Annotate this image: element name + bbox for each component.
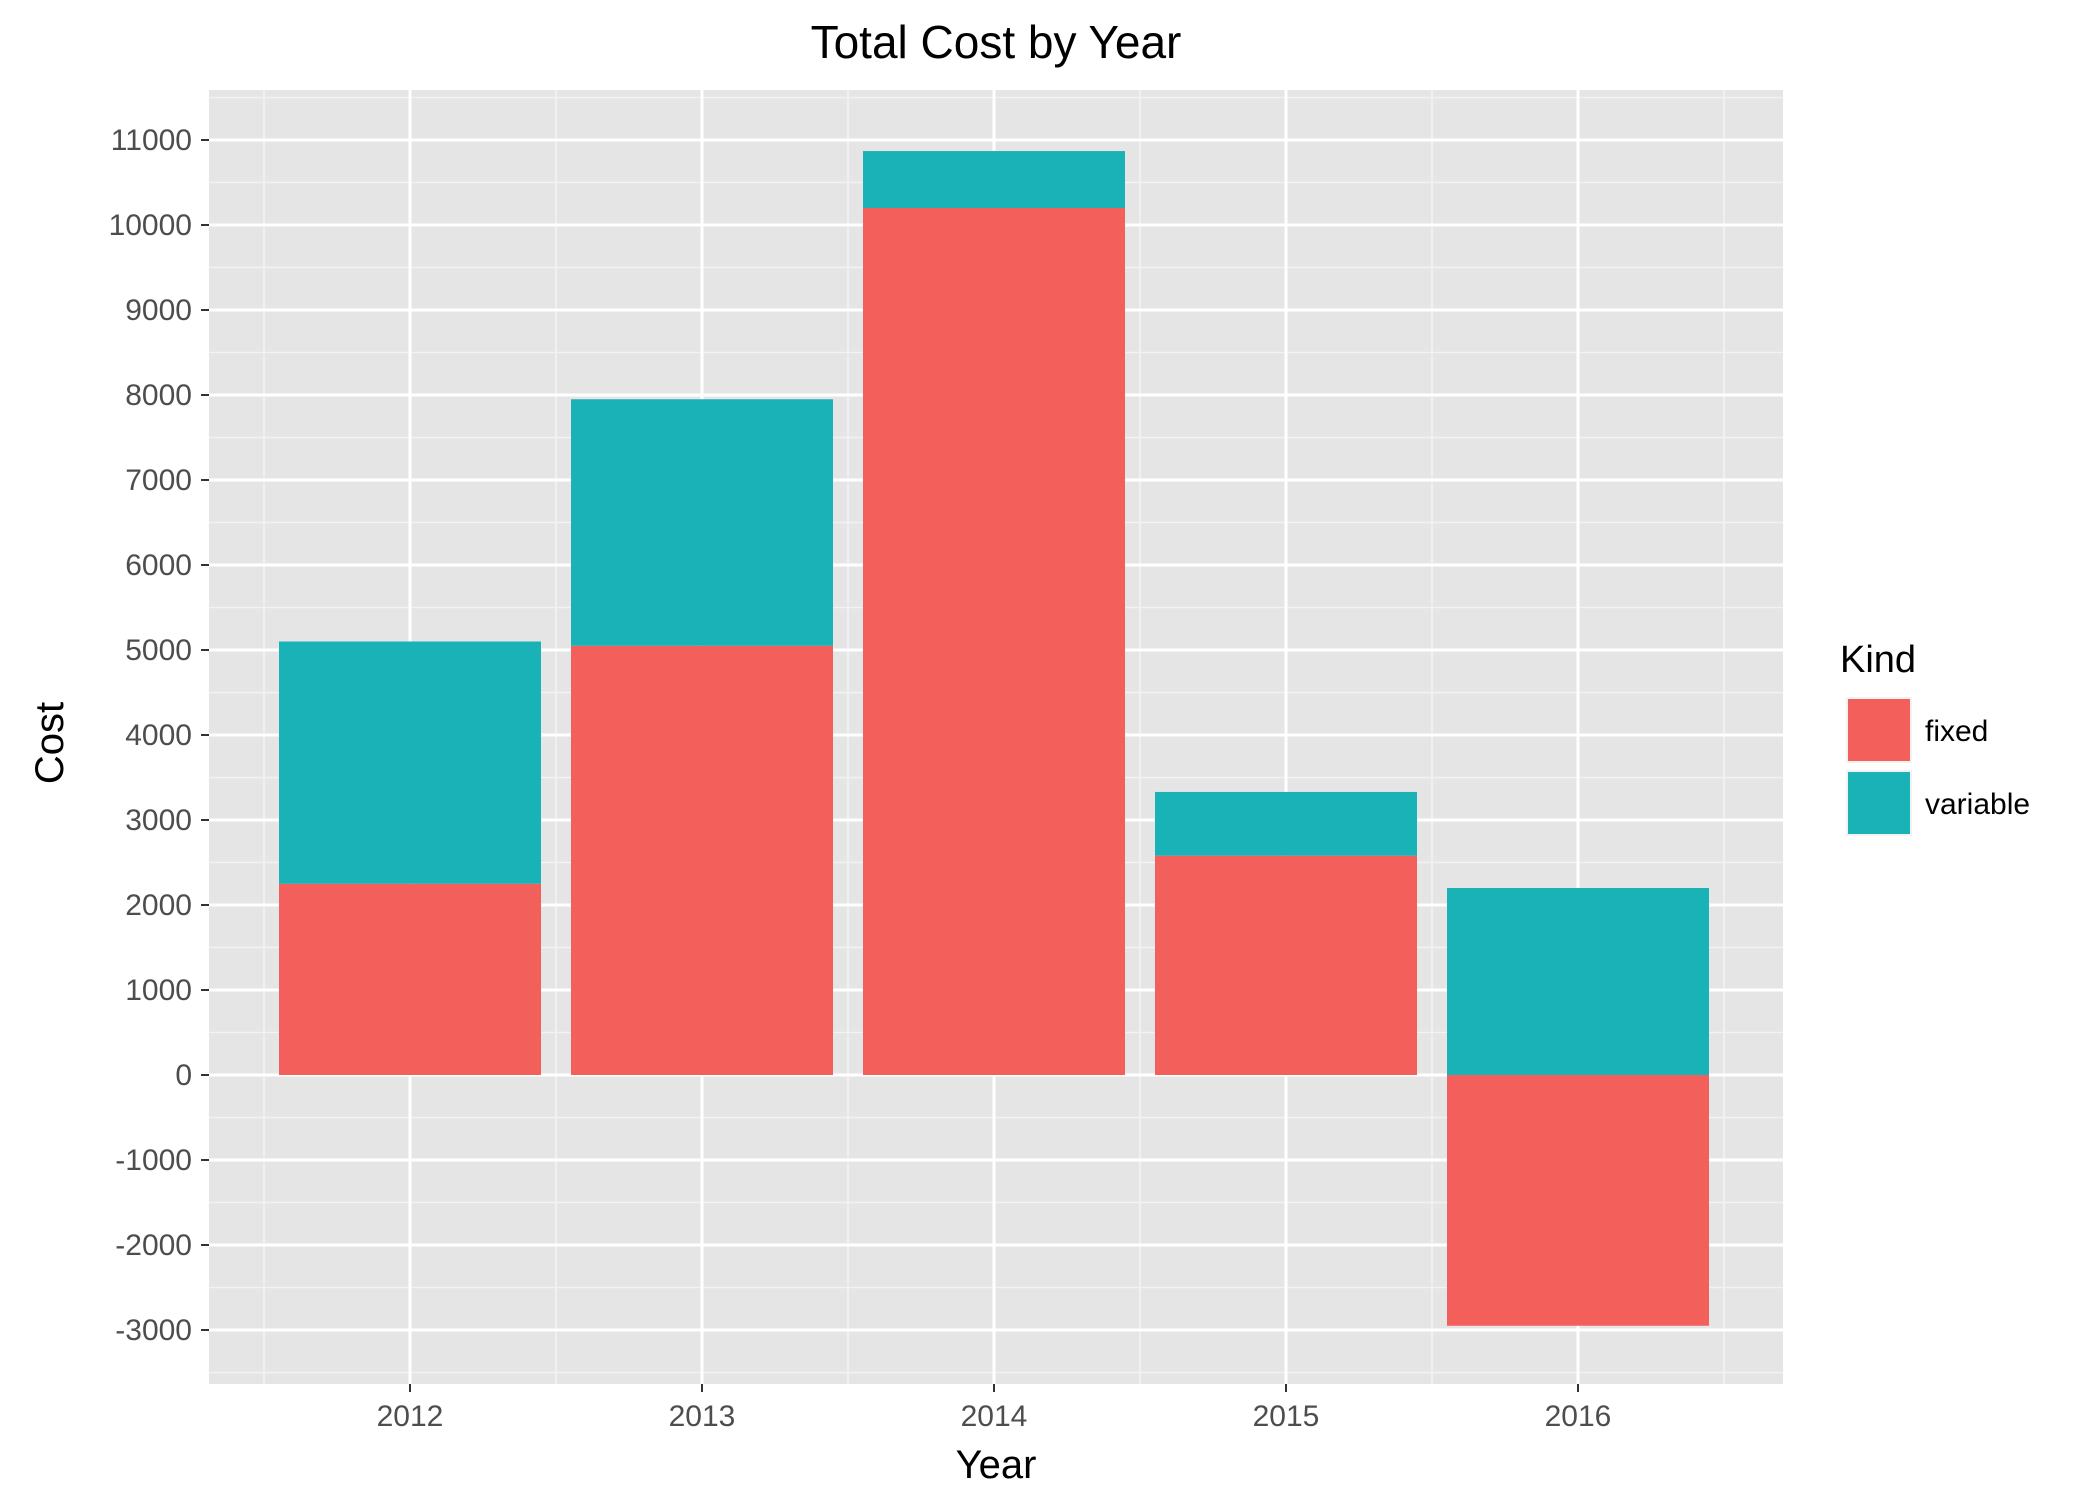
x-tick-label: 2016 [1545,1400,1612,1433]
bar-variable-2012 [279,641,541,884]
axes-group: 1100010000900080007000600050004000300020… [109,124,1612,1433]
bar-variable-2013 [571,399,833,646]
y-tick-label: 10000 [109,209,192,242]
legend-label-variable: variable [1925,788,2030,821]
x-tick-label: 2014 [961,1400,1028,1433]
bar-variable-2016 [1447,888,1709,1075]
y-tick-label: 6000 [125,549,192,582]
y-tick-label: 7000 [125,464,192,497]
chart-title: Total Cost by Year [811,16,1182,68]
y-tick-label: 11000 [111,124,192,157]
y-tick-label: 1000 [125,974,192,1007]
bar-variable-2014 [863,151,1125,208]
legend-swatch-fixed [1848,699,1910,761]
bar-fixed-2013 [571,645,833,1075]
legend: Kind fixed variable [1840,639,2030,836]
y-axis-title: Cost [28,702,72,784]
y-tick-label: 2000 [125,889,192,922]
y-tick-label: -2000 [115,1229,192,1262]
y-tick-label: -1000 [115,1144,192,1177]
y-tick-label: 3000 [125,804,192,837]
bars-group [279,151,1709,1326]
legend-title: Kind [1840,639,1916,681]
x-tick-label: 2013 [669,1400,736,1433]
x-tick-label: 2012 [377,1400,444,1433]
x-axis-title: Year [956,1443,1037,1487]
bar-fixed-2012 [279,883,541,1075]
y-tick-label: 4000 [125,719,192,752]
y-tick-label: 8000 [125,379,192,412]
y-tick-label: 0 [175,1059,192,1092]
bar-variable-2015 [1155,791,1417,856]
y-tick-label: 5000 [125,634,192,667]
x-tick-label: 2015 [1253,1400,1320,1433]
y-tick-label: 9000 [125,294,192,327]
y-tick-label: -3000 [115,1314,192,1347]
bar-fixed-2016 [1447,1075,1709,1326]
legend-swatch-variable [1848,772,1910,834]
bar-fixed-2014 [863,208,1125,1075]
bar-fixed-2015 [1155,855,1417,1075]
legend-label-fixed: fixed [1925,715,1988,748]
